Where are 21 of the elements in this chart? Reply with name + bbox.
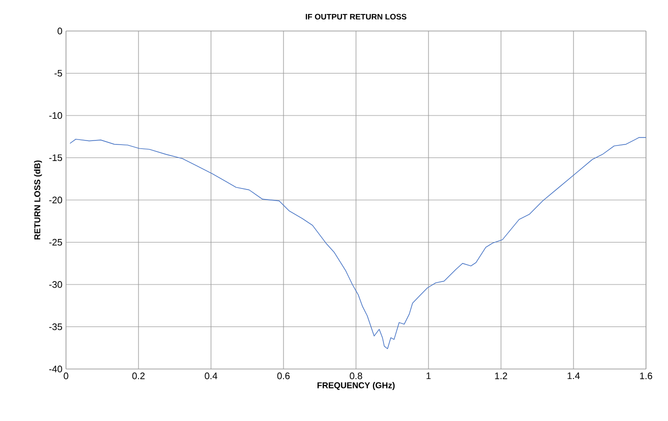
x-tick-label: 0.8 — [350, 372, 362, 380]
y-tick-label: 0 — [58, 28, 62, 34]
y-axis-title: RETURN LOSS (dB) — [34, 160, 42, 240]
line-series — [70, 137, 646, 350]
y-tick-label: -10 — [49, 112, 62, 119]
y-tick-label: -25 — [49, 238, 62, 246]
y-tick-label: -20 — [49, 196, 62, 204]
x-tick-label: 1.4 — [568, 372, 580, 380]
y-tick-label: -35 — [49, 323, 62, 330]
y-tick-label: -15 — [49, 154, 62, 162]
x-tick-label: 0.2 — [132, 372, 145, 380]
y-tick-label: -5 — [54, 70, 62, 77]
x-tick-label: 0.6 — [277, 372, 290, 380]
y-tick-label: -40 — [49, 366, 62, 372]
x-tick-label: 0.4 — [204, 372, 218, 380]
x-axis-title: FREQUENCY (GHz) — [318, 382, 395, 390]
x-tick-label: 1 — [426, 372, 431, 380]
x-tick-label: 1.6 — [640, 372, 652, 380]
x-tick-label: 1.2 — [495, 372, 508, 380]
y-tick-label: -30 — [49, 281, 62, 288]
x-tick-label: 0 — [64, 372, 68, 380]
